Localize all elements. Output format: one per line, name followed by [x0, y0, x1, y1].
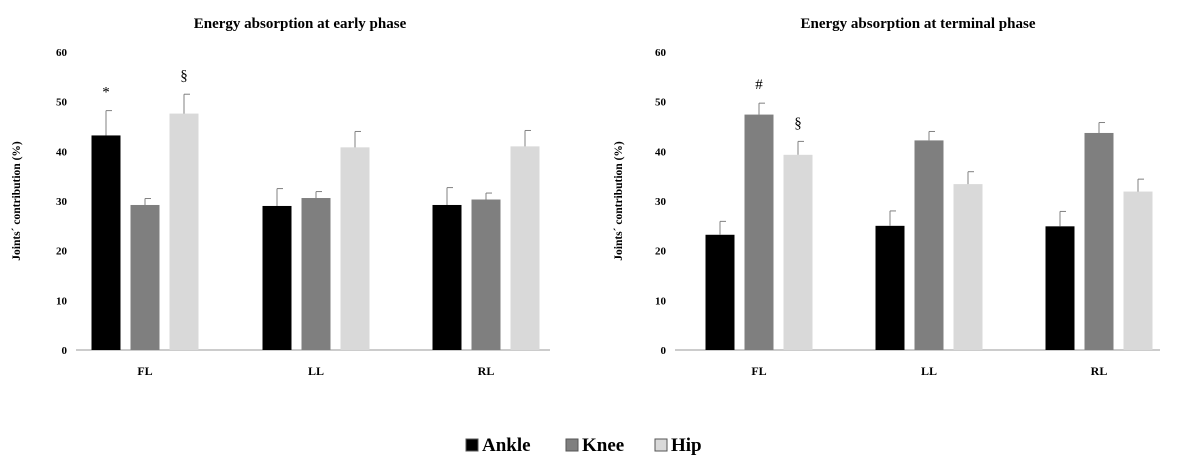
bar-hip-ll: [340, 147, 370, 350]
y-tick-label: 10: [56, 295, 68, 307]
bar-hip-rl: [1123, 191, 1153, 350]
legend-swatch-hip: [654, 438, 668, 452]
chart-panel-terminal-phase: Energy absorption at terminal phase Joint…: [613, 16, 1160, 378]
bar-ankle-rl: [1045, 226, 1075, 350]
bar-hip-rl: [510, 146, 540, 350]
bar-hip-fl: [169, 113, 199, 350]
bar-knee-rl: [471, 199, 501, 350]
y-tick-label: 40: [655, 146, 667, 158]
y-tick-label: 60: [56, 47, 68, 59]
bar-hip-ll: [953, 184, 983, 350]
y-tick-label: 10: [655, 295, 667, 307]
legend-swatch-ankle: [465, 438, 479, 452]
bar-knee-fl: [130, 204, 160, 350]
y-tick-label: 30: [56, 196, 68, 208]
legend: Ankle Knee Hip: [465, 435, 702, 456]
bar-knee-rl: [1084, 132, 1114, 350]
chart-title: Energy absorption at early phase: [194, 16, 407, 32]
y-tick-label: 50: [56, 97, 68, 109]
y-tick-label: 40: [56, 146, 68, 158]
significance-marker: §: [180, 68, 188, 84]
bar-hip-fl: [783, 154, 813, 350]
category-label: RL: [478, 364, 495, 378]
bar-ankle-rl: [432, 204, 462, 350]
y-tick-label: 0: [62, 345, 68, 357]
category-label: LL: [308, 364, 324, 378]
significance-marker: §: [794, 115, 802, 131]
legend-label-hip: Hip: [671, 435, 702, 456]
y-tick-label: 0: [661, 345, 667, 357]
bar-ankle-fl: [705, 234, 735, 350]
y-axis-label: Joints´ contribution (%): [11, 141, 23, 261]
significance-marker: *: [102, 85, 110, 101]
bar-knee-fl: [744, 114, 774, 350]
category-label: FL: [751, 364, 766, 378]
category-label: FL: [137, 364, 152, 378]
chart-panel-early-phase: Energy absorption at early phase Joints´ …: [11, 16, 550, 378]
bar-ankle-fl: [91, 135, 121, 350]
bar-knee-ll: [914, 140, 944, 350]
bar-ankle-ll: [875, 225, 905, 350]
category-label: RL: [1091, 364, 1108, 378]
y-tick-label: 60: [655, 47, 667, 59]
y-tick-label: 30: [655, 196, 667, 208]
legend-swatch-knee: [565, 438, 579, 452]
significance-marker: #: [755, 77, 763, 93]
y-tick-label: 50: [655, 97, 667, 109]
bar-knee-ll: [301, 198, 331, 350]
y-axis-label: Joints´ contribution (%): [613, 141, 625, 261]
bar-ankle-ll: [262, 205, 292, 350]
category-label: LL: [921, 364, 937, 378]
chart-title: Energy absorption at terminal phase: [800, 16, 1035, 32]
legend-label-knee: Knee: [582, 435, 624, 456]
y-tick-label: 20: [655, 246, 667, 258]
legend-label-ankle: Ankle: [482, 435, 531, 456]
y-tick-label: 20: [56, 246, 68, 258]
